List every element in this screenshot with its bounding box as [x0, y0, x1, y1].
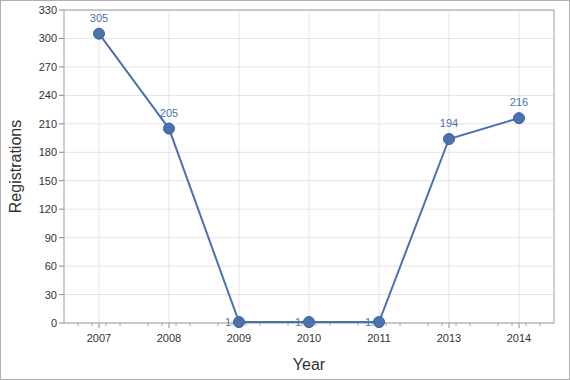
y-tick: [59, 152, 64, 153]
chart-container: 0 30 60 90 120 150 180 210 240 270 300 330 2007 2008 2…: [0, 0, 570, 380]
x-tick: [169, 323, 170, 328]
y-tick-label: 330: [39, 4, 57, 16]
y-tick: [59, 66, 64, 67]
x-tick-label: 2010: [297, 332, 321, 344]
data-label: 1: [295, 316, 301, 328]
y-tick-label: 300: [39, 32, 57, 44]
y-tick-label: 240: [39, 89, 57, 101]
y-tick: [59, 209, 64, 210]
x-tick: [449, 323, 450, 328]
x-tick-label: 2009: [227, 332, 251, 344]
grid-line: [379, 10, 380, 323]
data-label: 1: [365, 316, 371, 328]
data-label: 1: [225, 316, 231, 328]
grid-line: [449, 10, 450, 323]
marker: [374, 317, 385, 328]
data-group: [94, 28, 525, 327]
y-tick: [59, 180, 64, 181]
y-tick: [59, 95, 64, 96]
y-tick-label: 120: [39, 203, 57, 215]
marker: [234, 317, 245, 328]
x-tick-label: 2007: [87, 332, 111, 344]
grid-line: [239, 10, 240, 323]
x-tick: [99, 323, 100, 328]
y-tick-label: 60: [45, 260, 57, 272]
y-tick: [59, 38, 64, 39]
data-label: 305: [90, 12, 108, 24]
x-tick-label: 2008: [157, 332, 181, 344]
y-tick-label: 180: [39, 146, 57, 158]
x-tick: [519, 323, 520, 328]
data-label: 194: [440, 117, 458, 129]
marker: [94, 28, 105, 39]
grid-line: [169, 10, 170, 323]
line: [99, 34, 519, 322]
outer-border: [1, 1, 570, 380]
grid-line: [309, 10, 310, 323]
grid-line: [519, 10, 520, 323]
x-tick-label: 2014: [507, 332, 531, 344]
data-label: 216: [510, 96, 528, 108]
y-tick-label: 150: [39, 175, 57, 187]
y-tick-label: 210: [39, 118, 57, 130]
y-tick: [59, 237, 64, 238]
plot-frame: [64, 10, 554, 323]
marker: [304, 317, 315, 328]
marker: [514, 113, 525, 124]
y-tick: [59, 294, 64, 295]
y-tick-label: 30: [45, 289, 57, 301]
x-axis-title: Year: [293, 356, 326, 373]
y-tick: [59, 10, 64, 11]
y-axis-title: Registrations: [7, 120, 24, 213]
y-tick-label: 90: [45, 232, 57, 244]
chart-svg: 0 30 60 90 120 150 180 210 240 270 300 330 2007 2008 2…: [0, 0, 570, 380]
data-label: 205: [160, 107, 178, 119]
x-tick-label: 2013: [437, 332, 461, 344]
y-tick-label: 270: [39, 61, 57, 73]
y-tick: [59, 323, 64, 324]
grid-line: [99, 10, 100, 323]
y-tick: [59, 123, 64, 124]
marker: [444, 133, 455, 144]
y-tick: [59, 266, 64, 267]
y-tick-label: 0: [51, 317, 57, 329]
marker: [164, 123, 175, 134]
x-tick-label: 2011: [367, 332, 391, 344]
